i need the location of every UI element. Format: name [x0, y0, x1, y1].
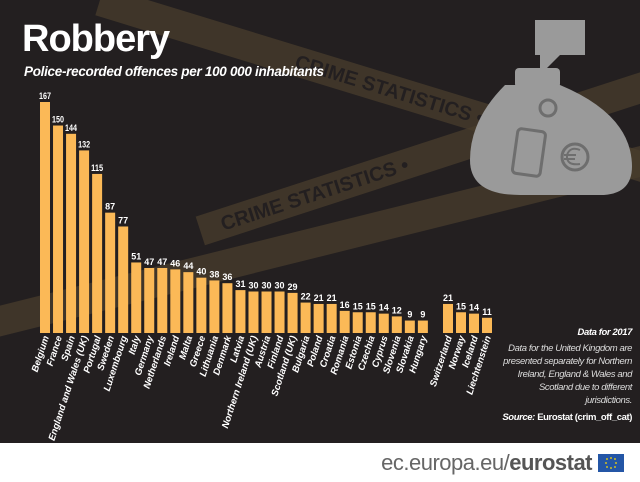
bar — [391, 316, 402, 333]
page-title: Robbery — [22, 18, 170, 60]
value-label: 21 — [327, 293, 337, 303]
bar — [144, 267, 155, 333]
value-label: 150 — [52, 115, 64, 125]
bar — [209, 280, 220, 333]
bar — [378, 313, 389, 333]
value-label: 47 — [144, 257, 154, 267]
bar — [157, 267, 168, 333]
bar — [105, 212, 116, 333]
bar — [352, 312, 363, 333]
value-label: 29 — [288, 282, 298, 292]
bar — [313, 303, 324, 333]
bar — [365, 312, 376, 333]
infographic: CRIME STATISTICS • CRIME STATISTICS • 167… — [0, 0, 640, 443]
chart-subtitle: Police-recorded offences per 100 000 inh… — [24, 64, 324, 79]
value-label: 9 — [407, 310, 412, 320]
robbery-bar-chart: CRIME STATISTICS •CRIME STATISTICS • 167… — [0, 0, 640, 442]
bar — [443, 303, 453, 333]
bar — [131, 262, 142, 333]
value-label: 46 — [170, 258, 180, 268]
value-label: 22 — [301, 292, 311, 302]
bar — [53, 125, 64, 333]
bar — [66, 133, 77, 333]
bar — [300, 302, 311, 333]
money-bag-icon — [470, 20, 632, 195]
bar — [235, 290, 246, 333]
value-label: 115 — [91, 163, 103, 173]
bar — [40, 102, 50, 333]
footer: ec.europa.eu/eurostat — [0, 443, 640, 482]
bar — [92, 173, 103, 333]
value-label: 21 — [314, 293, 324, 303]
value-label: 87 — [105, 202, 115, 212]
bar — [417, 320, 428, 333]
eu-flag-icon — [598, 454, 624, 472]
bar — [274, 291, 285, 333]
value-label: 144 — [65, 123, 77, 133]
value-label: 15 — [456, 301, 466, 311]
bar — [456, 312, 466, 333]
value-label: 11 — [482, 307, 492, 317]
source-line: Source: Eurostat (crim_off_cat) — [496, 411, 632, 424]
uk-note: Data for the United Kingdom are presente… — [503, 343, 632, 406]
value-label: 132 — [78, 139, 90, 149]
source-value: Eurostat (crim_off_cat) — [537, 412, 632, 423]
bar — [196, 277, 207, 333]
value-label: 36 — [222, 272, 232, 282]
url-prefix: ec.europa.eu/ — [381, 450, 510, 475]
value-label: 44 — [183, 261, 193, 271]
value-label: 21 — [443, 293, 453, 303]
value-label: 14 — [469, 303, 479, 313]
bar — [79, 150, 90, 333]
source-label: Source: — [502, 412, 535, 423]
value-label: 16 — [340, 300, 350, 310]
value-label: 167 — [39, 91, 51, 101]
value-label: 51 — [131, 251, 141, 261]
value-label: 30 — [262, 281, 272, 291]
value-label: 14 — [379, 303, 389, 313]
value-label: 15 — [366, 301, 376, 311]
value-label: 15 — [353, 301, 363, 311]
bar — [170, 269, 181, 333]
value-label: 31 — [235, 279, 245, 289]
bar — [261, 291, 272, 333]
value-label: 30 — [248, 281, 258, 291]
value-label: 77 — [118, 215, 128, 225]
bar — [404, 320, 415, 333]
bar — [248, 291, 259, 333]
url-brand: eurostat — [509, 450, 592, 475]
bar — [118, 226, 129, 333]
bar — [222, 283, 233, 333]
bar — [287, 292, 298, 333]
value-label: 9 — [420, 310, 425, 320]
value-label: 38 — [209, 269, 219, 279]
value-label: 12 — [392, 305, 402, 315]
bar — [482, 317, 492, 333]
data-year: Data for 2017 — [577, 327, 633, 338]
bar — [339, 310, 350, 333]
bar — [326, 303, 337, 333]
value-label: 30 — [275, 281, 285, 291]
bar — [183, 272, 194, 333]
value-label: 40 — [196, 267, 206, 277]
chart-notes: Data for 2017 Data for the United Kingdo… — [496, 326, 632, 424]
bar — [469, 313, 479, 333]
eurostat-link[interactable]: ec.europa.eu/eurostat — [381, 450, 592, 476]
value-label: 47 — [157, 257, 167, 267]
